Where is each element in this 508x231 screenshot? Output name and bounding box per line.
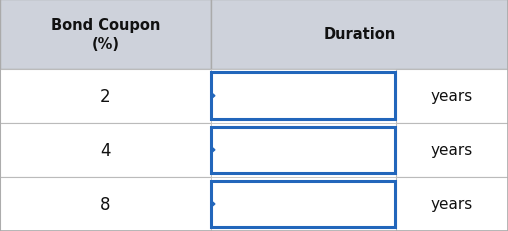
Bar <box>0 177 211 231</box>
Bar <box>0 123 211 177</box>
Bar <box>396 69 508 123</box>
Text: years: years <box>431 89 473 104</box>
Bar <box>211 69 396 123</box>
Bar <box>0 69 211 123</box>
Bar <box>0 0 211 69</box>
Text: 2: 2 <box>100 87 111 105</box>
Text: 8: 8 <box>100 195 111 213</box>
Bar <box>211 181 395 227</box>
Bar <box>211 73 395 119</box>
Bar <box>396 123 508 177</box>
Bar <box>211 127 395 173</box>
Bar <box>211 0 508 69</box>
Text: Bond Coupon
(%): Bond Coupon (%) <box>51 18 160 51</box>
Bar <box>396 177 508 231</box>
Text: 4: 4 <box>100 141 111 159</box>
Bar <box>211 177 396 231</box>
Bar <box>211 123 396 177</box>
Polygon shape <box>211 147 215 153</box>
Text: Duration: Duration <box>323 27 396 42</box>
Polygon shape <box>211 201 215 207</box>
Polygon shape <box>211 93 215 100</box>
Text: years: years <box>431 143 473 158</box>
Text: years: years <box>431 197 473 212</box>
